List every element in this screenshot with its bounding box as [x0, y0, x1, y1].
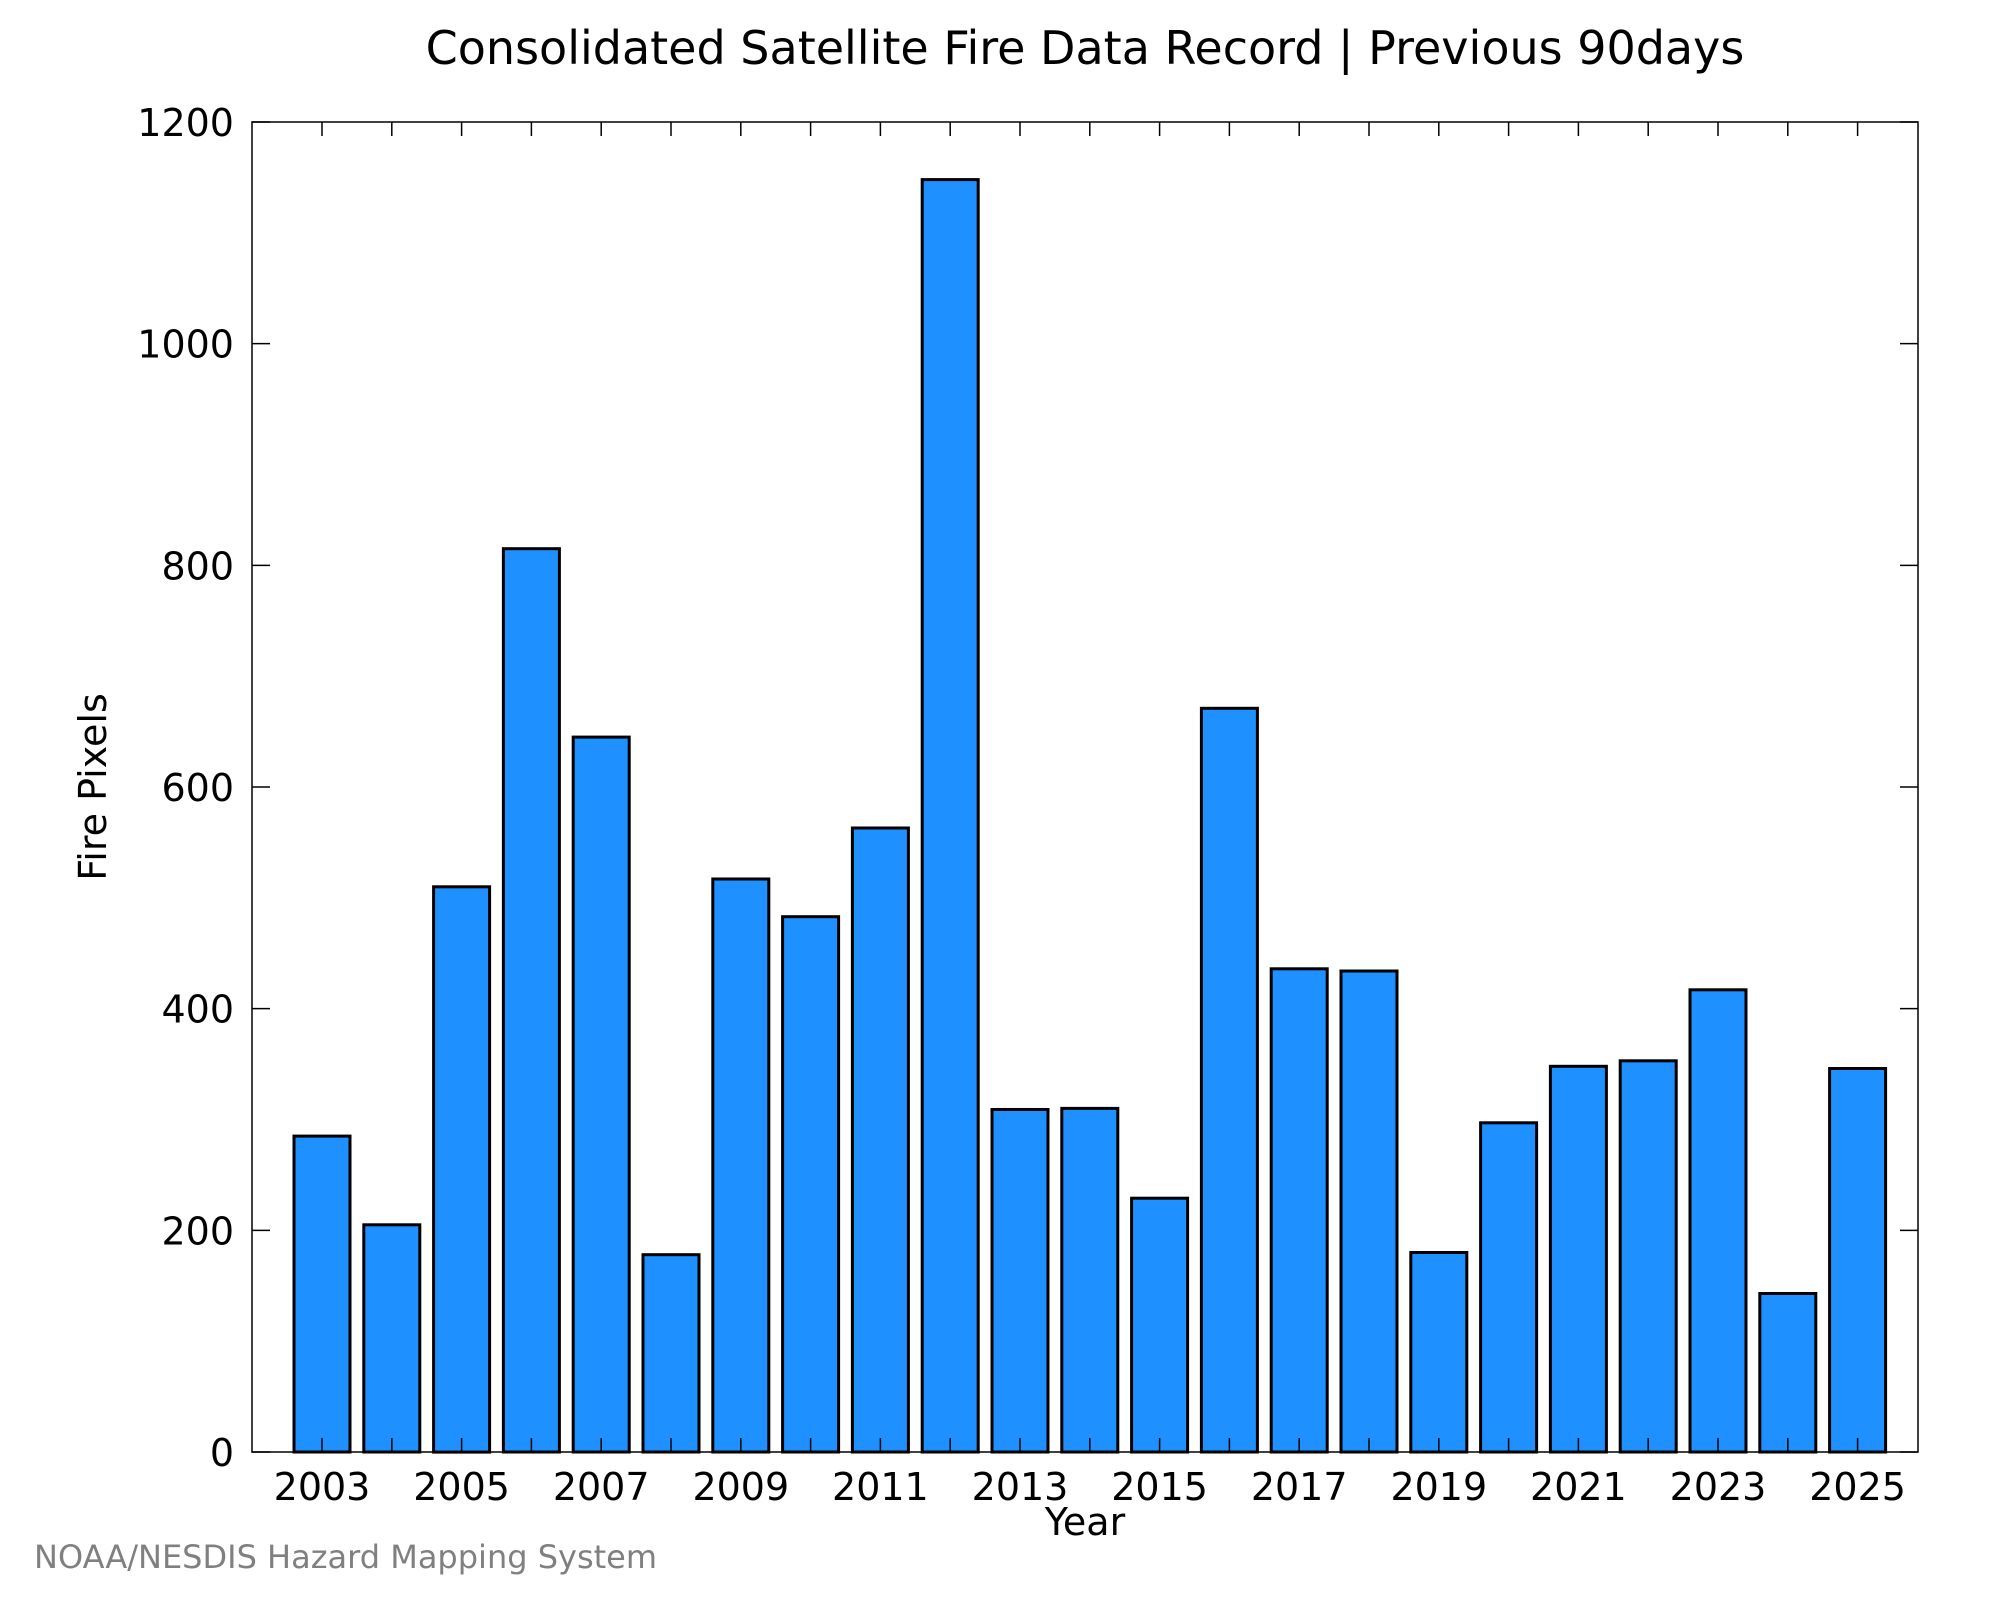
bar-2004	[362, 1223, 422, 1454]
x-tick-label-2015: 2015	[1111, 1465, 1208, 1509]
y-tick-label-1200: 1200	[137, 101, 234, 145]
x-tick-label-2005: 2005	[413, 1465, 510, 1509]
y-tick-label-200: 200	[161, 1209, 234, 1253]
bar-2012	[920, 178, 980, 1454]
x-tick-label-2011: 2011	[832, 1465, 929, 1509]
bar-2008	[641, 1253, 701, 1454]
bar-2024	[1758, 1292, 1818, 1454]
bar-2015	[1130, 1196, 1190, 1454]
bar-2009	[711, 877, 771, 1454]
x-tick-label-2003: 2003	[274, 1465, 371, 1509]
bar-2013	[990, 1108, 1050, 1454]
bar-2016	[1199, 706, 1259, 1454]
x-tick-label-2013: 2013	[972, 1465, 1069, 1509]
bar-2003	[292, 1134, 352, 1454]
y-tick-label-0: 0	[210, 1431, 234, 1475]
y-tick-label-400: 400	[161, 988, 234, 1032]
bar-2018	[1339, 969, 1399, 1454]
bar-2022	[1618, 1059, 1678, 1454]
y-tick-label-600: 600	[161, 766, 234, 810]
bar-2017	[1269, 967, 1329, 1454]
x-tick-label-2009: 2009	[692, 1465, 789, 1509]
y-axis: 0 200 400 600 800 1000 1200	[137, 101, 1918, 1475]
bar-2011	[850, 826, 910, 1454]
bar-2006	[501, 547, 561, 1454]
x-tick-label-2007: 2007	[553, 1465, 650, 1509]
x-axis-label: Year	[1044, 1500, 1126, 1544]
y-tick-label-1000: 1000	[137, 323, 234, 367]
y-axis-label: Fire Pixels	[71, 693, 115, 881]
bar-2023	[1688, 988, 1748, 1454]
x-tick-label-2019: 2019	[1390, 1465, 1487, 1509]
chart-title: Consolidated Satellite Fire Data Record …	[426, 21, 1745, 76]
bar-2019	[1409, 1251, 1469, 1454]
bar-2007	[571, 735, 631, 1454]
y-tick-label-800: 800	[161, 544, 234, 588]
bar-2005	[432, 885, 492, 1454]
x-axis: 2003 2005 2007 2009 2011 2013 2015 2017 2019 2021…	[274, 122, 1906, 1509]
x-tick-label-2025: 2025	[1809, 1465, 1906, 1509]
x-tick-label-2023: 2023	[1670, 1465, 1767, 1509]
bar-2025	[1828, 1067, 1888, 1454]
x-tick-label-2021: 2021	[1530, 1465, 1627, 1509]
bar-2014	[1060, 1106, 1120, 1454]
x-tick-label-2017: 2017	[1251, 1465, 1348, 1509]
bar-2020	[1479, 1121, 1539, 1454]
bar-2010	[781, 915, 841, 1454]
bar-2021	[1548, 1064, 1608, 1454]
source-credit: NOAA/NESDIS Hazard Mapping System	[34, 1538, 658, 1576]
bars-group	[292, 178, 1888, 1454]
